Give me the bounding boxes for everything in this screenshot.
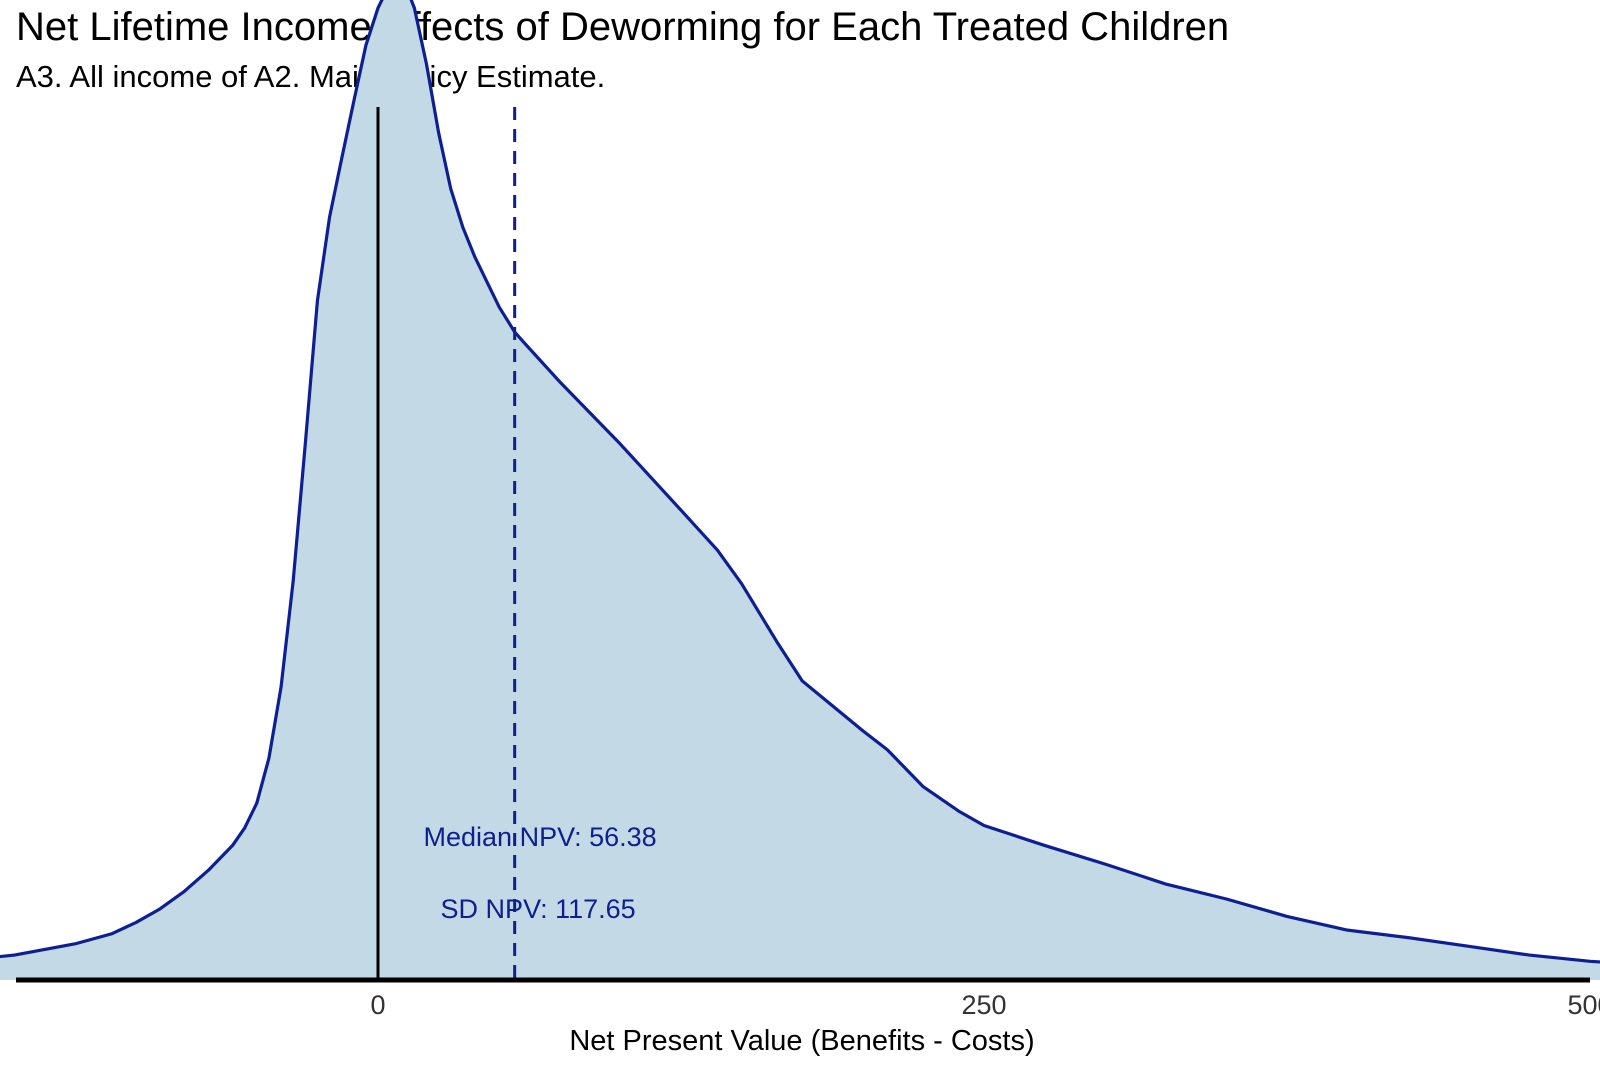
density-line: [0, 0, 1600, 964]
sd-npv-annotation: SD NPV: 117.65: [441, 894, 636, 924]
chart-subtitle: A3. All income of A2. Main Policy Estima…: [16, 59, 605, 94]
x-tick-label: 0: [370, 990, 385, 1020]
x-tick-label: 500: [1567, 990, 1600, 1020]
chart-title: Net Lifetime Income Effects of Deworming…: [16, 5, 1229, 49]
density-area: [0, 0, 1600, 980]
plot-area: [0, 0, 1600, 983]
x-axis-ticks: -25002505007501000: [370, 990, 1600, 1020]
median-npv-annotation: Median NPV: 56.38: [424, 822, 657, 852]
x-tick-label: 250: [961, 990, 1006, 1020]
x-axis-title: Net Present Value (Benefits - Costs): [569, 1025, 1034, 1057]
